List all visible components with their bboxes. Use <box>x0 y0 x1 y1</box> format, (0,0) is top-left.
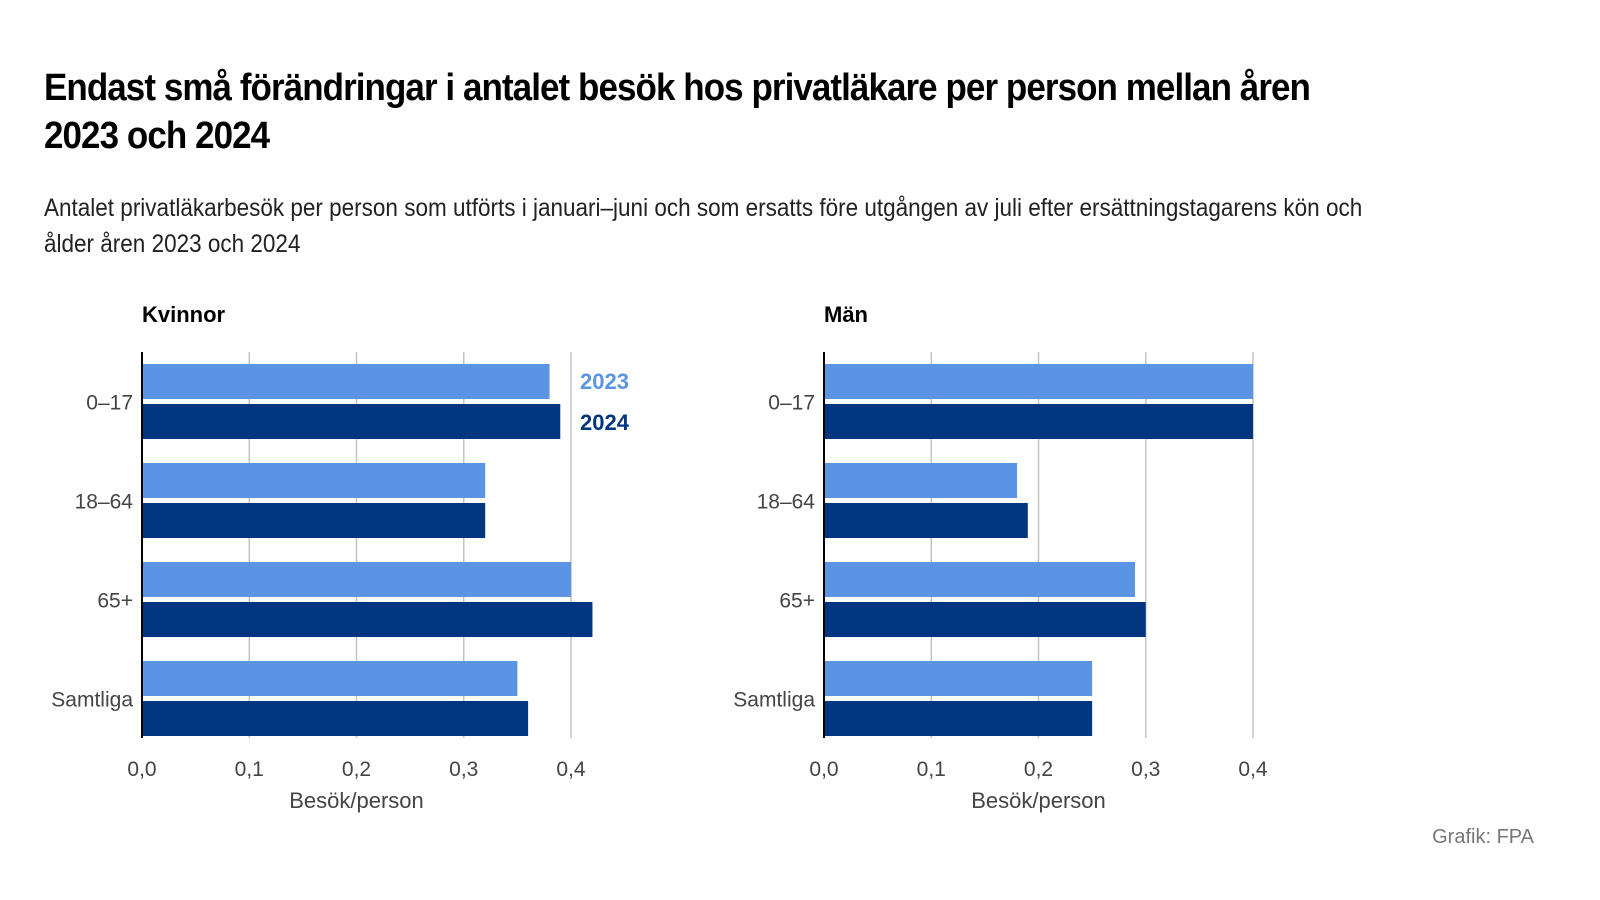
x-tick-label: 0,2 <box>1024 758 1053 781</box>
x-tick-label: 0,3 <box>449 758 478 781</box>
bar-2024-2 <box>824 602 1146 637</box>
x-tick-label: 0,1 <box>235 758 264 781</box>
x-tick-label: 0,4 <box>1238 758 1268 781</box>
bar-2023-3 <box>142 661 518 696</box>
bar-2024-0 <box>824 404 1253 439</box>
bar-2024-2 <box>142 602 593 637</box>
x-axis-title: Besök/person <box>971 788 1106 813</box>
x-tick-label: 0,0 <box>809 758 838 781</box>
bar-2024-3 <box>142 701 529 736</box>
bar-2023-2 <box>824 562 1136 597</box>
category-label: 18–64 <box>757 491 816 514</box>
bar-2024-1 <box>142 503 486 538</box>
bar-2023-3 <box>824 661 1093 696</box>
category-label: 0–17 <box>86 392 133 415</box>
category-label: 18–64 <box>75 491 134 514</box>
source-credit: Grafik: FPA <box>1432 826 1534 848</box>
category-label: 65+ <box>779 590 815 613</box>
bar-2024-0 <box>142 404 561 439</box>
x-tick-label: 0,1 <box>917 758 946 781</box>
x-tick-label: 0,4 <box>556 758 586 781</box>
chart-title: Endast små förändringar i antalet besök … <box>44 67 1311 157</box>
panel-title: Män <box>824 302 868 327</box>
bar-2023-0 <box>824 364 1253 399</box>
x-axis-title: Besök/person <box>289 788 424 813</box>
panel-title: Kvinnor <box>142 302 226 327</box>
bar-2023-0 <box>142 364 550 399</box>
category-label: Samtliga <box>51 689 133 712</box>
bar-2023-1 <box>824 463 1018 498</box>
x-tick-label: 0,2 <box>342 758 371 781</box>
legend-entry-2024: 2024 <box>580 410 630 435</box>
bar-2024-3 <box>824 701 1093 736</box>
x-tick-label: 0,3 <box>1131 758 1160 781</box>
category-label: 0–17 <box>768 392 815 415</box>
bar-2024-1 <box>824 503 1028 538</box>
category-label: 65+ <box>97 590 133 613</box>
legend-entry-2023: 2023 <box>580 369 629 394</box>
category-label: Samtliga <box>733 689 815 712</box>
chart-subtitle: Antalet privatläkarbesök per person som … <box>44 194 1363 258</box>
x-tick-label: 0,0 <box>127 758 156 781</box>
bar-2023-2 <box>142 562 571 597</box>
bar-2023-1 <box>142 463 486 498</box>
